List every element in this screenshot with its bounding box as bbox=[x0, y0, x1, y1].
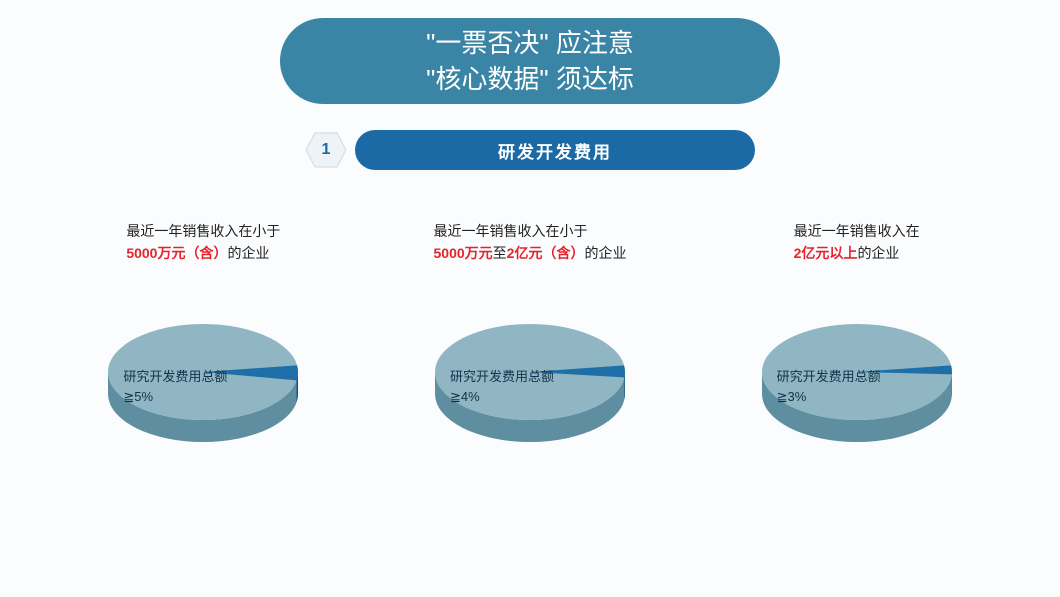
pie-label-line1: 研究开发费用总额 bbox=[123, 367, 227, 387]
pie-label-line2: ≧4% bbox=[450, 387, 554, 407]
caption-emphasis: 5000万元 bbox=[434, 245, 493, 261]
pie-3d: 研究开发费用总额≧4% bbox=[420, 312, 640, 472]
chart-caption: 最近一年销售收入在 2亿元以上的企业 bbox=[794, 220, 920, 272]
badge-number: 1 bbox=[322, 141, 331, 159]
charts-row: 最近一年销售收入在小于5000万元（含）的企业 研究开发费用总额≧5%最近一年销… bbox=[0, 220, 1060, 472]
caption-emphasis: 5000万元（含） bbox=[126, 245, 227, 261]
caption-text: 最近一年销售收入在小于 bbox=[434, 223, 588, 239]
chart-col-1: 最近一年销售收入在小于 5000万元至2亿元（含）的企业 研究开发费用总额≧4% bbox=[380, 220, 680, 472]
header-line1: "一票否决" 应注意 bbox=[426, 25, 634, 61]
caption-text: 至 bbox=[493, 245, 507, 261]
pie-label-line2: ≧3% bbox=[777, 387, 881, 407]
pie-3d: 研究开发费用总额≧3% bbox=[747, 312, 967, 472]
pie-label-line1: 研究开发费用总额 bbox=[450, 367, 554, 387]
pie-label: 研究开发费用总额≧5% bbox=[123, 367, 227, 406]
sub-row: 1 研发开发费用 bbox=[305, 130, 755, 170]
header-line2: "核心数据" 须达标 bbox=[426, 61, 634, 97]
pie-label-line1: 研究开发费用总额 bbox=[777, 367, 881, 387]
caption-emphasis: 2亿元以上 bbox=[794, 245, 858, 261]
caption-text: 最近一年销售收入在小于 bbox=[126, 223, 280, 239]
chart-col-2: 最近一年销售收入在 2亿元以上的企业 研究开发费用总额≧3% bbox=[707, 220, 1007, 472]
pie-label-line2: ≧5% bbox=[123, 387, 227, 407]
pie-label: 研究开发费用总额≧4% bbox=[450, 367, 554, 406]
pie-3d: 研究开发费用总额≧5% bbox=[93, 312, 313, 472]
pie-label: 研究开发费用总额≧3% bbox=[777, 367, 881, 406]
sub-pill: 研发开发费用 bbox=[355, 130, 755, 170]
caption-text: 最近一年销售收入在 bbox=[794, 223, 920, 239]
caption-text: 的企业 bbox=[584, 245, 626, 261]
chart-caption: 最近一年销售收入在小于 5000万元至2亿元（含）的企业 bbox=[434, 220, 627, 272]
caption-text: 的企业 bbox=[227, 245, 269, 261]
badge-hex: 1 bbox=[305, 131, 347, 169]
chart-col-0: 最近一年销售收入在小于 5000万元（含）的企业 研究开发费用总额≧5% bbox=[53, 220, 353, 472]
caption-text: 的企业 bbox=[857, 245, 899, 261]
header-pill: "一票否决" 应注意 "核心数据" 须达标 bbox=[280, 18, 780, 104]
chart-caption: 最近一年销售收入在小于 5000万元（含）的企业 bbox=[126, 220, 280, 272]
sub-pill-label: 研发开发费用 bbox=[498, 138, 612, 163]
caption-emphasis: 2亿元（含） bbox=[507, 245, 585, 261]
